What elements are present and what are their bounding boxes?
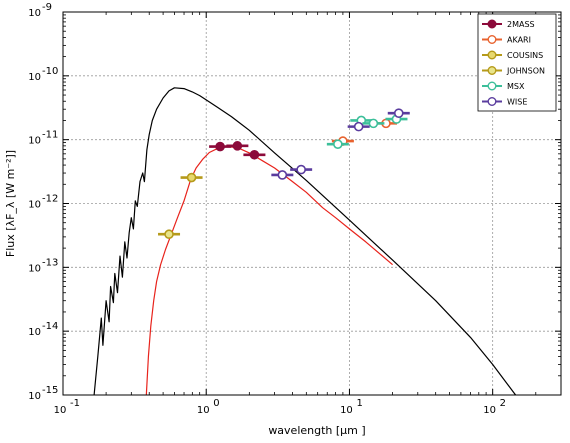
photometry-points bbox=[158, 108, 410, 240]
y-tick-exponent: -11 bbox=[42, 130, 58, 141]
legend-marker-akari bbox=[487, 35, 497, 45]
reddened-model-curve bbox=[145, 146, 393, 395]
legend-label-wise: WISE bbox=[507, 98, 527, 107]
legend-marker-johnson bbox=[487, 65, 497, 75]
legend-label-cousins: COUSINS bbox=[507, 51, 543, 60]
y-tick-label: 10 bbox=[28, 8, 41, 19]
x-tick-label: 10 bbox=[483, 405, 496, 416]
y-tick-label: 10 bbox=[28, 391, 41, 402]
x-tick-label: 10 bbox=[54, 405, 67, 416]
x-tick-exponent: 2 bbox=[500, 398, 506, 409]
y-tick-exponent: -14 bbox=[42, 321, 58, 332]
point-johnson bbox=[164, 229, 174, 240]
y-tick-label: 10 bbox=[28, 327, 41, 338]
point-wise bbox=[296, 164, 306, 175]
x-tick-exponent: 0 bbox=[213, 398, 219, 409]
legend-marker-2mass bbox=[487, 19, 497, 29]
x-tick-label: 10 bbox=[340, 405, 353, 416]
x-tick-exponent: 1 bbox=[356, 398, 362, 409]
legend: 2MASS AKARI COUSINS JOHNSON MSX WISE bbox=[477, 13, 557, 112]
axis-ticks: 10-110010110210-1510-1410-1310-1210-1110… bbox=[28, 2, 561, 416]
model-curves bbox=[93, 87, 517, 395]
point-wise bbox=[393, 108, 404, 118]
point-wise bbox=[277, 170, 288, 180]
y-tick-exponent: -15 bbox=[42, 385, 58, 396]
y-tick-label: 10 bbox=[28, 200, 41, 211]
y-tick-label: 10 bbox=[28, 72, 41, 83]
x-tick-label: 10 bbox=[197, 405, 210, 416]
point-2mass bbox=[215, 141, 225, 152]
legend-label-akari: AKARI bbox=[507, 36, 531, 45]
point-msx bbox=[333, 139, 343, 149]
point-2mass bbox=[232, 141, 243, 151]
point-2mass bbox=[249, 149, 260, 160]
x-tick-exponent: -1 bbox=[70, 398, 80, 409]
point-cousins bbox=[186, 172, 197, 183]
legend-marker-cousins bbox=[487, 50, 497, 60]
y-tick-exponent: -12 bbox=[42, 194, 58, 205]
legend-label-msx: MSX bbox=[507, 82, 525, 91]
stellar-model-curve bbox=[93, 87, 517, 395]
y-axis-label: Flux [λF_λ [W m⁻²]] bbox=[4, 150, 17, 257]
legend-label-johnson: JOHNSON bbox=[506, 67, 545, 76]
y-tick-exponent: -10 bbox=[42, 66, 58, 77]
y-tick-exponent: -9 bbox=[42, 2, 52, 13]
point-msx bbox=[368, 118, 379, 129]
legend-marker-wise bbox=[487, 96, 497, 106]
legend-marker-msx bbox=[487, 81, 497, 91]
point-wise bbox=[353, 121, 364, 132]
legend-box bbox=[477, 13, 557, 112]
y-tick-label: 10 bbox=[28, 136, 41, 147]
grid bbox=[63, 12, 561, 395]
legend-label-2mass: 2MASS bbox=[507, 20, 535, 29]
x-axis-label: wavelength [μm ] bbox=[268, 424, 365, 437]
y-tick-exponent: -13 bbox=[42, 257, 58, 268]
y-tick-label: 10 bbox=[28, 263, 41, 274]
